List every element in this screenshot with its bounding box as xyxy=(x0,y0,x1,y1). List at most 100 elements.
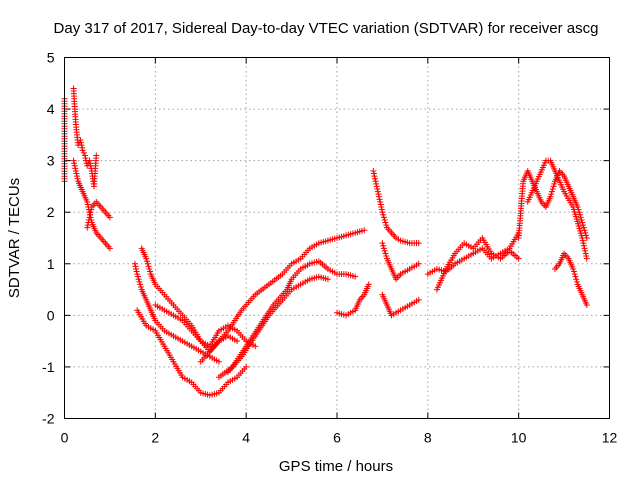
data-point xyxy=(382,250,389,257)
series-track-6 xyxy=(138,245,241,355)
data-point xyxy=(570,268,577,275)
data-point xyxy=(134,273,141,280)
data-point xyxy=(84,222,91,229)
data-point xyxy=(583,255,590,262)
data-point xyxy=(370,167,377,174)
x-tick-label: 12 xyxy=(602,430,618,446)
data-point xyxy=(93,152,100,159)
data-point xyxy=(106,245,113,252)
data-point xyxy=(570,265,577,272)
data-point xyxy=(381,247,388,254)
data-point xyxy=(81,152,88,159)
data-point xyxy=(583,253,590,260)
x-tick-label: 10 xyxy=(511,430,527,446)
series-track-8 xyxy=(152,302,259,350)
x-tick-label: 6 xyxy=(333,430,341,446)
data-point xyxy=(577,214,584,221)
y-tick-label: 1 xyxy=(47,256,55,272)
data-point xyxy=(581,245,588,252)
data-point xyxy=(373,183,380,190)
series-track-14 xyxy=(379,240,422,283)
data-point xyxy=(374,188,381,195)
x-axis-label: GPS time / hours xyxy=(279,458,393,475)
data-point xyxy=(82,155,89,162)
y-tick-label: 2 xyxy=(47,204,55,220)
data-point xyxy=(573,276,580,283)
data-point xyxy=(582,250,589,257)
data-point xyxy=(551,180,558,187)
x-tick-label: 2 xyxy=(151,430,159,446)
data-point xyxy=(85,216,92,223)
data-point xyxy=(380,242,387,249)
series-track-7 xyxy=(134,307,250,399)
data-point xyxy=(576,211,583,218)
series-track-16 xyxy=(424,229,522,278)
data-points xyxy=(61,85,590,399)
data-point xyxy=(571,271,578,278)
data-point xyxy=(583,302,590,309)
data-point xyxy=(415,296,422,303)
series-track-9 xyxy=(197,227,368,365)
series-track-19 xyxy=(524,157,590,262)
data-point xyxy=(80,149,87,156)
data-point xyxy=(573,278,580,285)
data-point xyxy=(77,137,84,144)
data-point xyxy=(73,173,80,180)
data-point xyxy=(372,178,379,185)
chart-title: Day 317 of 2017, Sidereal Day-to-day VTE… xyxy=(54,20,599,37)
data-point xyxy=(374,186,381,193)
y-tick-label: 3 xyxy=(47,153,55,169)
data-point xyxy=(549,186,556,193)
data-point xyxy=(78,142,85,149)
data-point xyxy=(133,265,140,272)
data-point xyxy=(73,170,80,177)
data-point xyxy=(550,183,557,190)
series-track-11 xyxy=(225,273,331,376)
data-point xyxy=(378,206,385,213)
plot-frame xyxy=(64,57,610,419)
series-track-12 xyxy=(334,281,372,319)
data-point xyxy=(572,273,579,280)
data-point xyxy=(137,283,144,290)
data-point xyxy=(548,191,555,198)
data-point xyxy=(376,196,383,203)
data-point xyxy=(415,240,422,247)
data-point xyxy=(86,214,93,221)
data-point xyxy=(379,209,386,216)
data-point xyxy=(547,193,554,200)
data-point xyxy=(515,255,522,262)
data-point xyxy=(72,165,79,172)
data-point xyxy=(548,188,555,195)
data-point xyxy=(324,276,331,283)
data-point xyxy=(84,201,91,208)
data-point xyxy=(215,358,222,365)
data-point xyxy=(106,214,113,221)
data-point xyxy=(144,260,151,267)
series-track-15 xyxy=(379,291,422,319)
y-tick-label: -2 xyxy=(42,411,55,427)
data-point xyxy=(375,191,382,198)
data-point xyxy=(134,271,141,278)
series-track-2 xyxy=(70,85,100,190)
data-point xyxy=(133,268,140,275)
data-point xyxy=(146,265,153,272)
series-track-13 xyxy=(370,167,422,247)
data-point xyxy=(365,281,372,288)
y-axis-label: SDTVAR / TECUs xyxy=(6,178,23,298)
data-point xyxy=(370,170,377,177)
data-point xyxy=(77,139,84,146)
data-point xyxy=(79,147,86,154)
y-tick-label: -1 xyxy=(42,359,55,375)
data-point xyxy=(381,216,388,223)
x-tick-label: 8 xyxy=(424,430,432,446)
data-point xyxy=(373,180,380,187)
data-point xyxy=(382,219,389,226)
data-point xyxy=(84,224,91,231)
data-point xyxy=(135,276,142,283)
data-point xyxy=(371,173,378,180)
data-point xyxy=(145,263,152,270)
data-point xyxy=(415,260,422,267)
data-point xyxy=(580,240,587,247)
data-point xyxy=(578,216,585,223)
data-point xyxy=(352,273,359,280)
